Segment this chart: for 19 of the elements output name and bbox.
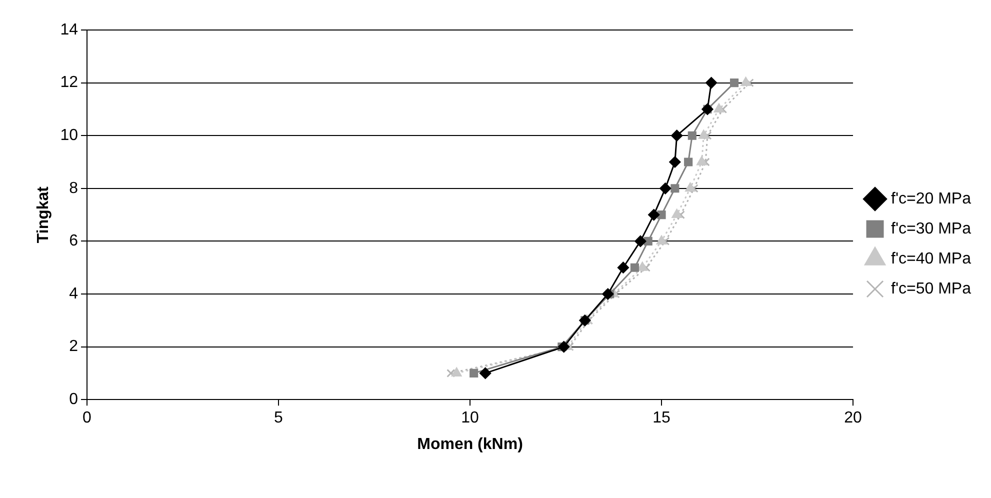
y-tick-label: 10: [60, 127, 78, 144]
x-tick-label: 5: [274, 410, 284, 427]
x-tick-label: 15: [652, 410, 671, 427]
y-tick-label: 12: [60, 74, 78, 92]
x-tick-label: 10: [461, 410, 480, 427]
x-tick-label: 0: [82, 410, 92, 427]
y-tick-label: 4: [69, 285, 78, 302]
y-tick-label: 2: [69, 338, 78, 356]
legend-label: f'c=30 MPa: [891, 220, 972, 238]
y-axis-title: Tingkat: [35, 186, 52, 244]
legend-label: f'c=20 MPa: [891, 190, 972, 208]
y-tick-label: 6: [69, 232, 78, 250]
legend-label: f'c=50 MPa: [891, 280, 972, 298]
legend-label: f'c=40 MPa: [891, 250, 972, 268]
x-tick-label: 20: [844, 410, 862, 427]
y-tick-label: 8: [69, 180, 78, 197]
x-axis-title: Momen (kNm): [417, 436, 523, 453]
y-tick-label: 0: [69, 391, 78, 408]
y-tick-label: 14: [60, 21, 78, 38]
